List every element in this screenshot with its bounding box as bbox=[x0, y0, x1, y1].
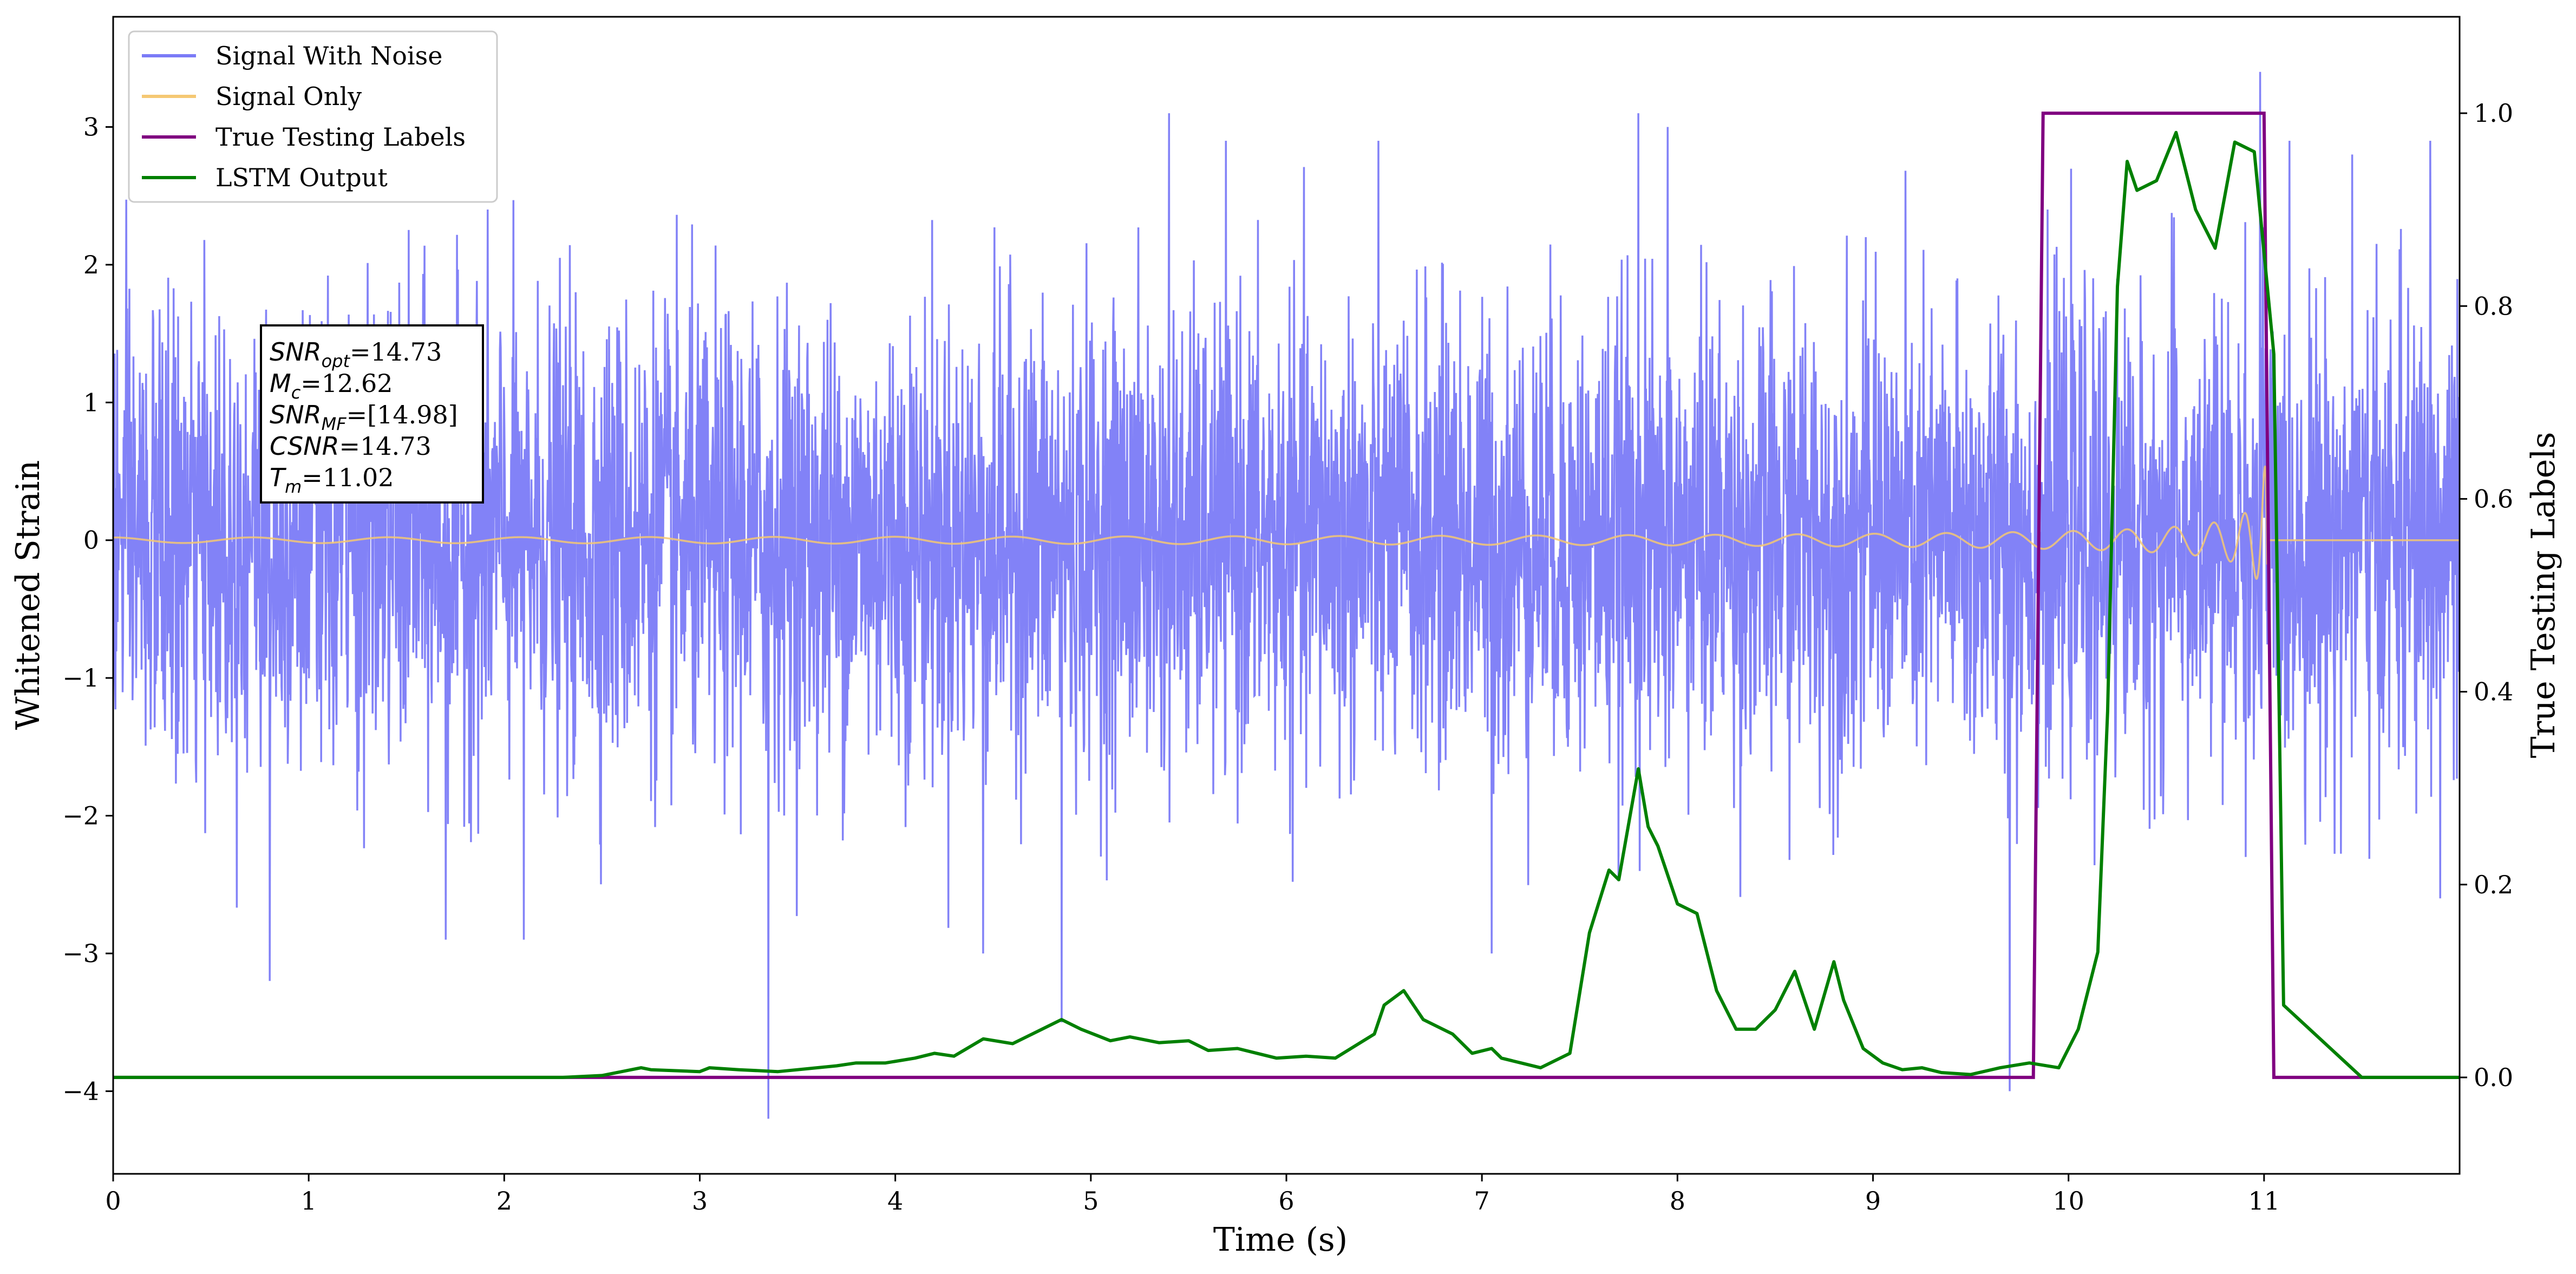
x-tick-label: 9 bbox=[1865, 1186, 1881, 1216]
x-tick-label: 1 bbox=[301, 1186, 317, 1216]
x-tick-label: 5 bbox=[1083, 1186, 1099, 1216]
legend: Signal With Noise Signal Only True Testing… bbox=[128, 30, 498, 203]
y-tick-label: 2 bbox=[83, 250, 99, 279]
y-right-tick-label: 0.8 bbox=[2474, 291, 2513, 321]
y-right-tick-label: 0.6 bbox=[2474, 484, 2513, 513]
annotation-line: SNRopt=14.73 bbox=[270, 337, 442, 371]
x-tick-label: 11 bbox=[2248, 1186, 2280, 1216]
y-axis-label: Whitened Strain bbox=[9, 460, 47, 730]
series-layer bbox=[113, 71, 2460, 1119]
annotation-line: Tm=11.02 bbox=[270, 463, 394, 497]
annotation-box: SNRopt=14.73Mc=12.62SNRMF=[14.98]CSNR=14… bbox=[260, 324, 484, 504]
y-axis-ticks: −4 −3 −2 −1 0 1 2 3 bbox=[62, 113, 113, 1106]
y-right-tick-label: 0.2 bbox=[2474, 870, 2513, 899]
series-true-testing-labels bbox=[113, 112, 2460, 1079]
x-axis-label: Time (s) bbox=[1213, 1221, 1348, 1259]
y-tick-label: 3 bbox=[83, 113, 99, 142]
x-tick-label: 7 bbox=[1474, 1186, 1490, 1216]
y-axis-right-label: True Testing Labels bbox=[2525, 432, 2562, 759]
annotation-box-frame bbox=[260, 324, 484, 504]
series-lstm-output bbox=[113, 130, 2460, 1079]
legend-label: Signal With Noise bbox=[215, 41, 442, 70]
y-tick-label: −4 bbox=[62, 1076, 99, 1106]
y-tick-label: 0 bbox=[83, 526, 99, 555]
y-right-tick-label: 0.4 bbox=[2474, 677, 2513, 707]
x-tick-label: 4 bbox=[887, 1186, 903, 1216]
series-signal-with-noise bbox=[113, 71, 2460, 1119]
annotation-line: SNRMF=[14.98] bbox=[270, 400, 458, 434]
y-right-tick-label: 0.0 bbox=[2474, 1063, 2513, 1092]
legend-frame bbox=[128, 30, 498, 203]
y-tick-label: −1 bbox=[62, 663, 99, 692]
x-axis-ticks: 0 1 2 3 4 5 6 7 8 9 10 11 bbox=[105, 1174, 2280, 1216]
annotation-line: CSNR=14.73 bbox=[270, 432, 431, 461]
legend-label: True Testing Labels bbox=[215, 122, 466, 152]
legend-label: LSTM Output bbox=[215, 163, 388, 192]
annotation-line: Mc=12.62 bbox=[270, 369, 393, 403]
legend-label: Signal Only bbox=[215, 82, 362, 111]
y-right-tick-label: 1.0 bbox=[2474, 99, 2513, 128]
series-signal-only bbox=[113, 465, 2460, 580]
x-tick-label: 8 bbox=[1670, 1186, 1685, 1216]
x-tick-label: 6 bbox=[1278, 1186, 1294, 1216]
x-tick-label: 10 bbox=[2052, 1186, 2084, 1216]
y-tick-label: −3 bbox=[62, 939, 99, 968]
x-tick-label: 2 bbox=[496, 1186, 512, 1216]
x-tick-label: 3 bbox=[692, 1186, 708, 1216]
y-tick-label: 1 bbox=[83, 388, 99, 417]
x-tick-label: 0 bbox=[105, 1186, 121, 1216]
y-axis-right-ticks: 0.0 0.2 0.4 0.6 0.8 1.0 bbox=[2460, 99, 2513, 1092]
y-tick-label: −2 bbox=[62, 801, 99, 831]
